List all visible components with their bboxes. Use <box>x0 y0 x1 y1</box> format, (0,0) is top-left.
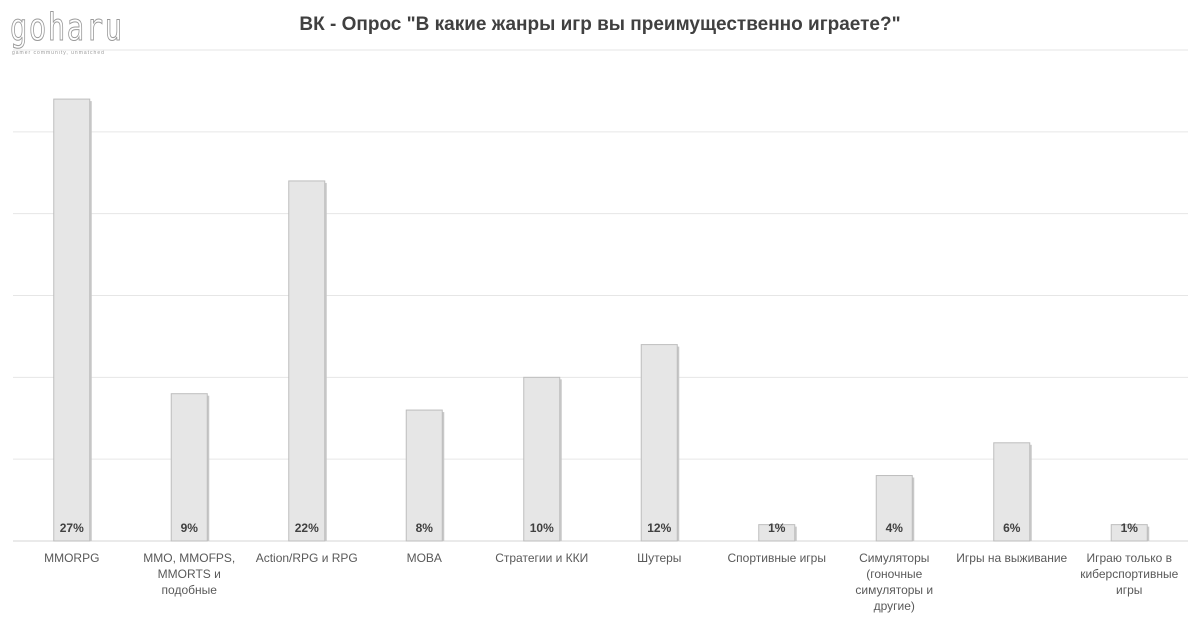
category-label: Action/RPG и RPG <box>255 551 358 565</box>
category-label: Играю только в киберспортивные игры <box>1080 551 1179 597</box>
chart-title: ВК - Опрос "В какие жанры игр вы преимущ… <box>299 14 901 35</box>
data-labels: 27% 9% 22% 8% 10% 12% 1% 4% 6% 1% <box>60 521 1139 535</box>
category-label: Стратегии и ККИ <box>495 551 589 565</box>
category-label: Игры на выживание <box>956 551 1068 565</box>
bar <box>993 442 1031 542</box>
bar <box>170 393 208 542</box>
data-label: 1% <box>1121 521 1139 535</box>
data-label: 1% <box>768 521 786 535</box>
category-label: MMORPG <box>44 551 100 565</box>
bars <box>53 98 1150 542</box>
bar <box>1110 524 1148 542</box>
goharu-logo: goharu gamer community, unmatched <box>10 7 123 60</box>
category-label: Шутеры <box>637 551 682 565</box>
bar <box>405 409 443 542</box>
data-label: 4% <box>886 521 904 535</box>
bar <box>523 376 561 542</box>
category-label: MOBA <box>406 551 442 565</box>
bar <box>758 524 796 542</box>
bar <box>53 98 91 542</box>
data-label: 8% <box>416 521 434 535</box>
data-label: 12% <box>647 521 671 535</box>
data-label: 27% <box>60 521 84 535</box>
data-label: 6% <box>1003 521 1021 535</box>
category-label: MMO, MMOFPS, MMORTS и подобные <box>143 551 236 597</box>
bar <box>640 344 678 542</box>
data-label: 10% <box>530 521 554 535</box>
bar <box>875 475 913 542</box>
bar <box>288 180 326 542</box>
category-label: Спортивные игры <box>727 551 826 565</box>
data-label: 9% <box>181 521 199 535</box>
category-label: Симуляторы (гоночные симуляторы и другие… <box>855 551 934 613</box>
logo-tagline: gamer community, unmatched <box>12 50 105 56</box>
data-label: 22% <box>295 521 319 535</box>
